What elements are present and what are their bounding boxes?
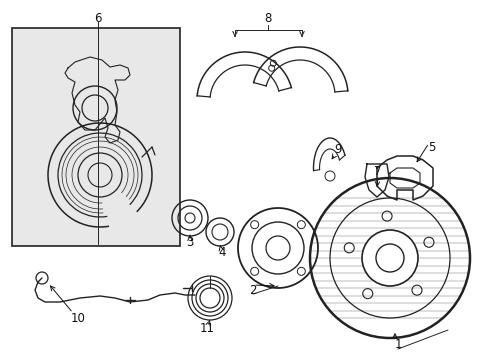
Text: 10: 10 [70, 311, 85, 324]
Text: 8: 8 [264, 12, 271, 24]
Text: 9: 9 [334, 144, 341, 157]
Text: 1: 1 [393, 338, 401, 351]
Text: 4: 4 [218, 247, 225, 260]
Text: 5: 5 [427, 141, 435, 154]
Text: 6: 6 [94, 12, 102, 24]
Text: 7: 7 [373, 166, 381, 179]
Bar [12, 28, 180, 246]
Text: 3: 3 [186, 237, 193, 249]
Text: 2: 2 [249, 284, 256, 297]
Text: 11: 11 [199, 321, 214, 334]
